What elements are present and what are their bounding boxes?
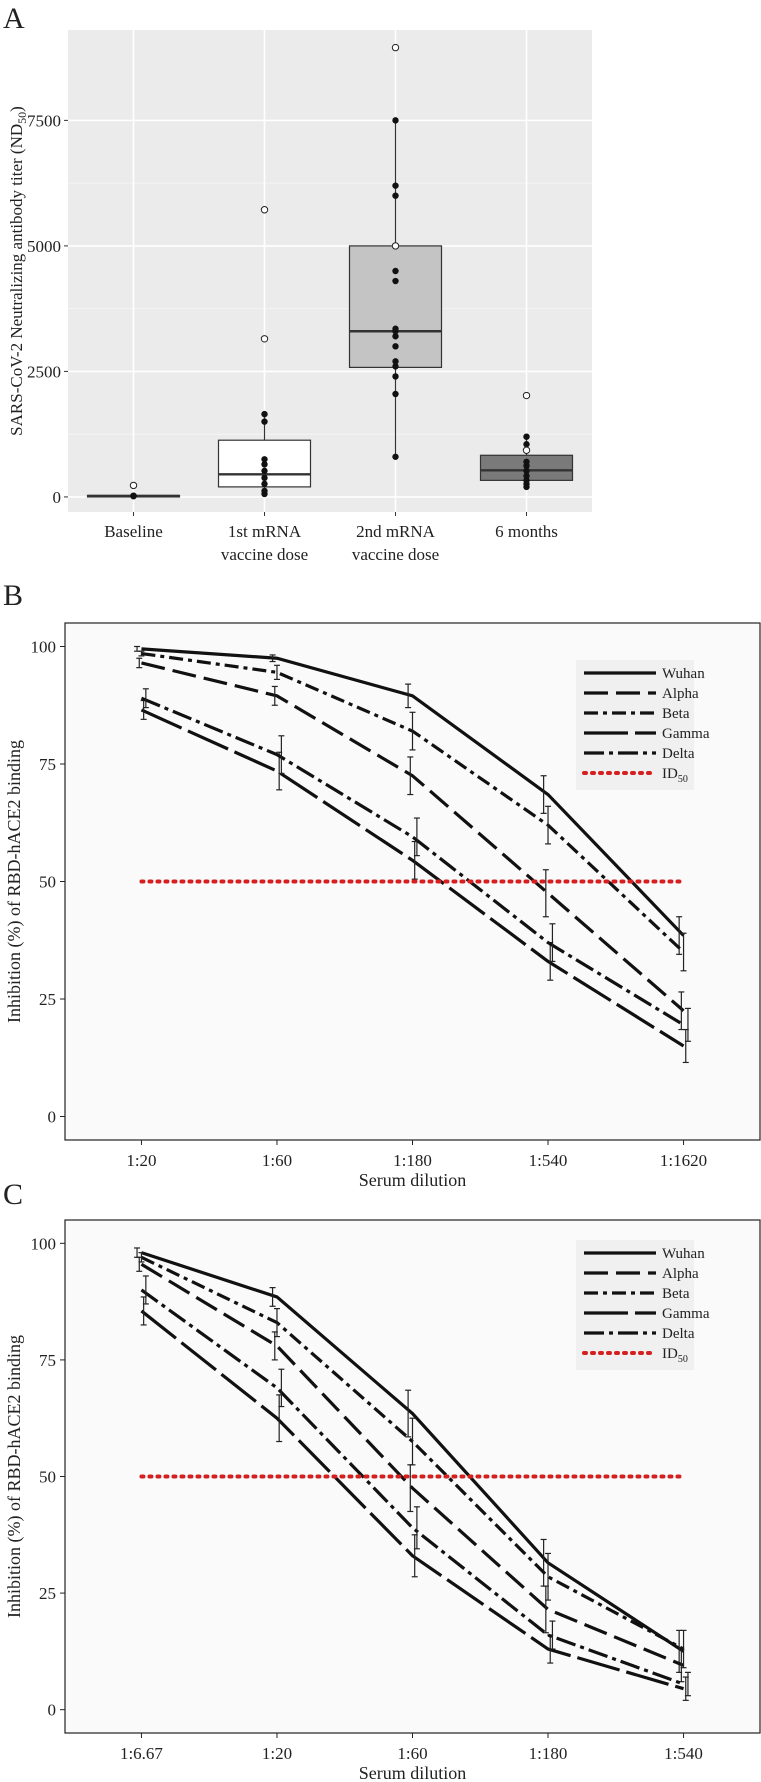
legend-label-beta: Beta <box>662 706 690 722</box>
x-tick-label-line2: vaccine dose <box>221 545 308 564</box>
x-tick-label: 1:1620 <box>660 1151 707 1170</box>
data-point <box>261 461 268 468</box>
outlier-point <box>522 391 531 400</box>
outlier-point <box>129 481 138 490</box>
y-tick-label: 50 <box>39 873 56 892</box>
legend-label-delta: Delta <box>662 1326 695 1342</box>
x-tick-label: 1:60 <box>262 1151 292 1170</box>
legend-label-gamma: Gamma <box>662 1306 710 1322</box>
data-point <box>392 325 399 332</box>
plot-background <box>68 30 592 512</box>
data-point <box>392 267 399 275</box>
x-axis-title: Serum dilution <box>359 1763 467 1782</box>
panel-label-c: C <box>3 1178 23 1211</box>
x-tick-label: 2nd mRNA <box>356 522 436 541</box>
legend-label-beta: Beta <box>662 1286 690 1302</box>
panel-b-line-chart: 0 25 50 75 100 1:20 1:60 1:180 1:540 1:1620 Serum … <box>4 622 761 1190</box>
data-point <box>261 418 268 425</box>
y-tick-label: 25 <box>39 1584 56 1603</box>
y-axis-title: Inhibition (%) of RBD-hACE2 binding <box>4 1335 25 1618</box>
series-line-alpha <box>140 1262 685 1667</box>
data-point <box>261 456 268 463</box>
legend-label-alpha: Alpha <box>662 1266 699 1282</box>
data-point <box>392 333 399 340</box>
y-tick-label: 7500 <box>27 111 61 130</box>
legend-label-id50: ID50 <box>662 766 688 785</box>
x-tick-label-line2: vaccine dose <box>352 545 439 564</box>
legend-label-wuhan: Wuhan <box>662 666 705 682</box>
data-point <box>392 390 399 398</box>
legend-label-delta: Delta <box>662 746 695 762</box>
data-point <box>261 467 268 475</box>
y-axis-title: Inhibition (%) of RBD-hACE2 binding <box>4 740 25 1023</box>
data-point <box>523 441 530 448</box>
y-tick-label: 100 <box>31 1234 57 1253</box>
data-point <box>261 487 268 495</box>
data-point <box>261 480 268 488</box>
data-point <box>523 477 530 484</box>
series-line-alpha <box>141 661 685 1012</box>
x-tick-label: 1:180 <box>529 1744 568 1763</box>
data-point <box>392 343 399 350</box>
outlier-point <box>522 446 531 454</box>
legend-box <box>576 1240 694 1370</box>
data-point <box>392 373 399 380</box>
outlier-point <box>260 335 269 343</box>
x-tick-label: Baseline <box>104 522 163 541</box>
y-axis-title: SARS-CoV-2 Neutralizing antibody titer (… <box>7 106 29 436</box>
series-line-wuhan <box>140 1251 685 1653</box>
y-tick-label: 5000 <box>27 237 61 256</box>
y-tick-label: 0 <box>48 1108 57 1127</box>
x-axis-title: Serum dilution <box>359 1170 467 1190</box>
x-tick-label: 1:6.67 <box>120 1744 163 1763</box>
data-point <box>392 117 399 124</box>
legend-box <box>576 660 694 790</box>
data-point <box>392 453 399 460</box>
data-point <box>392 358 399 365</box>
legend-label-id50: ID50 <box>662 1346 688 1365</box>
y-tick-label: 2500 <box>27 362 61 381</box>
y-tick-label: 0 <box>48 1701 57 1720</box>
y-tick-label: 100 <box>31 638 57 657</box>
panel-label-b: B <box>3 579 23 612</box>
x-tick-label: 1:20 <box>262 1744 292 1763</box>
y-tick-label: 50 <box>39 1468 56 1487</box>
data-point <box>392 277 399 285</box>
series-line-delta <box>140 1288 685 1686</box>
x-tick-label: 6 months <box>495 522 558 541</box>
x-tick-label: 1:180 <box>393 1151 432 1170</box>
x-tick-label: 1:540 <box>529 1151 568 1170</box>
data-point <box>523 458 530 465</box>
series-line-wuhan <box>141 647 685 937</box>
series-line-gamma <box>140 708 685 1048</box>
panel-label-a: A <box>3 2 25 35</box>
data-point <box>130 492 137 500</box>
data-point <box>523 472 530 480</box>
x-tick-label: 1:60 <box>397 1744 427 1763</box>
series-line-gamma <box>140 1309 684 1691</box>
data-point <box>261 474 268 482</box>
outlier-point <box>391 43 400 52</box>
data-point <box>392 182 399 189</box>
data-point <box>392 192 399 199</box>
x-tick-label: 1:20 <box>126 1151 156 1170</box>
y-tick-label: 75 <box>39 755 56 774</box>
y-tick-label: 0 <box>53 488 62 507</box>
outlier-point <box>391 242 400 250</box>
legend-label-wuhan: Wuhan <box>662 1246 705 1262</box>
y-tick-label: 25 <box>39 990 56 1009</box>
x-tick-label: 1st mRNA <box>228 522 302 541</box>
outlier-point <box>260 206 269 214</box>
data-point <box>523 467 530 475</box>
panel-a-boxplot: 0 2500 5000 7500 Baseline 1st mRNA vaccine dos… <box>7 30 592 564</box>
legend-label-alpha: Alpha <box>662 686 699 702</box>
data-point <box>261 410 268 418</box>
legend-label-gamma: Gamma <box>662 726 710 742</box>
panel-c-line-chart: 0 25 50 75 100 1:6.67 1:20 1:60 1:180 1:540 Serum … <box>4 1219 761 1782</box>
x-tick-label: 1:540 <box>664 1744 703 1763</box>
data-point <box>523 433 530 440</box>
y-tick-label: 75 <box>39 1351 56 1370</box>
data-point <box>392 363 399 370</box>
